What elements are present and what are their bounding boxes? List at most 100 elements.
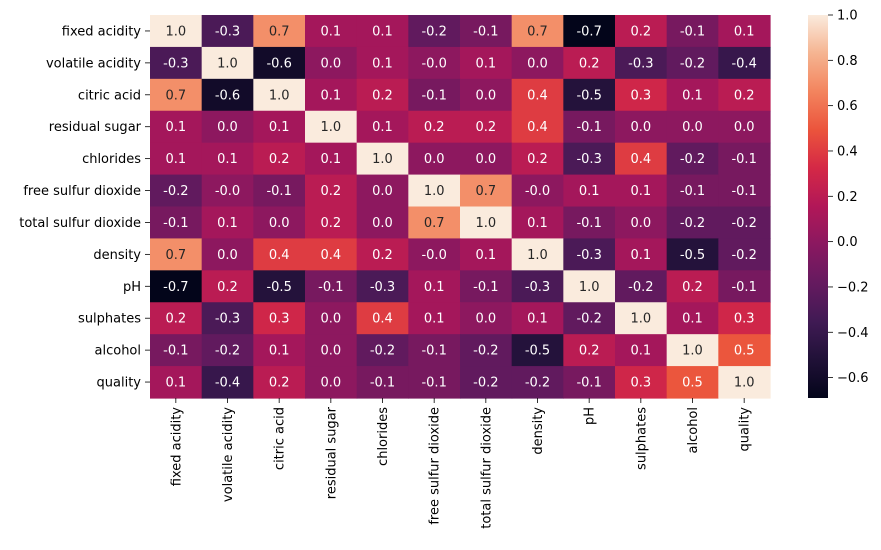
heatmap-cell xyxy=(356,238,409,271)
cell-value-label: -0.1 xyxy=(266,184,291,199)
column-label: pH xyxy=(583,407,598,425)
heatmap-cell xyxy=(511,270,564,303)
cell-value-label: -0.1 xyxy=(731,280,756,295)
heatmap-cell-labels: 1.0 -0.3 0.7 0.1 0.1 -0.2 -0.1 0.7 -0.7 0.2 -0.1 0.… xyxy=(163,24,757,390)
colorbar-tick-label: −0.6 xyxy=(837,371,869,386)
column-label: volatile acidity xyxy=(221,407,236,502)
cell-value-label: 1.0 xyxy=(682,344,703,359)
heatmap-cell xyxy=(511,238,564,271)
heatmap-cell xyxy=(356,206,409,240)
heatmap-cell xyxy=(563,78,616,112)
cell-value-label: 0.1 xyxy=(269,120,290,135)
heatmap-cell xyxy=(718,238,771,271)
cell-value-label: 0.0 xyxy=(475,88,496,103)
cell-value-label: -0.6 xyxy=(215,88,240,103)
heatmap-cell xyxy=(356,46,409,80)
cell-value-label: 0.7 xyxy=(165,88,186,103)
cell-value-label: -0.1 xyxy=(731,152,756,167)
column-label: residual sugar xyxy=(324,406,339,499)
cell-value-label: -0.1 xyxy=(473,280,498,295)
heatmap-cell xyxy=(718,174,771,208)
cell-value-label: 0.0 xyxy=(475,312,496,327)
heatmap-cell xyxy=(201,174,254,208)
colorbar-tick-label: 0.6 xyxy=(837,99,858,114)
cell-value-label: -0.1 xyxy=(421,376,446,391)
heatmap-cell xyxy=(201,142,254,176)
colorbar-gradient xyxy=(808,15,828,398)
cell-value-label: 0.1 xyxy=(320,152,341,167)
row-label: fixed acidity xyxy=(62,24,142,39)
heatmap-cells xyxy=(150,15,771,399)
column-label: sulphates xyxy=(634,407,649,470)
heatmap-cell xyxy=(666,238,719,271)
heatmap-cell xyxy=(563,238,616,271)
heatmap-cell xyxy=(615,366,668,399)
cell-value-label: -0.4 xyxy=(215,376,240,391)
cell-value-label: -0.1 xyxy=(731,184,756,199)
cell-value-label: -0.1 xyxy=(680,184,705,199)
heatmap-cell xyxy=(666,110,719,144)
cell-value-label: -0.1 xyxy=(680,24,705,39)
cell-value-label: 0.4 xyxy=(320,248,341,263)
cell-value-label: 0.0 xyxy=(682,120,703,135)
heatmap-cell xyxy=(305,15,358,48)
heatmap-cell xyxy=(718,142,771,176)
heatmap-cell xyxy=(408,46,461,80)
column-label: alcohol xyxy=(686,407,701,453)
heatmap-cell xyxy=(150,15,203,48)
cell-value-label: 0.1 xyxy=(630,344,651,359)
cell-value-label: 0.1 xyxy=(579,184,600,199)
heatmap-cell xyxy=(615,334,668,367)
heatmap-cell xyxy=(563,366,616,399)
heatmap-cell xyxy=(718,46,771,80)
cell-value-label: -0.2 xyxy=(680,216,705,231)
heatmap-cell xyxy=(563,110,616,144)
heatmap-cell xyxy=(511,334,564,367)
cell-value-label: 0.0 xyxy=(734,120,755,135)
colorbar-tick-label: −0.2 xyxy=(837,280,869,295)
heatmap-cell xyxy=(718,206,771,240)
heatmap-cell xyxy=(718,110,771,144)
cell-value-label: 0.1 xyxy=(527,216,548,231)
heatmap-cell xyxy=(615,46,668,80)
cell-value-label: 0.2 xyxy=(682,280,703,295)
heatmap-cell xyxy=(460,46,513,80)
cell-value-label: 0.0 xyxy=(630,216,651,231)
heatmap-cell xyxy=(563,46,616,80)
heatmap-cell xyxy=(253,110,306,144)
column-label: chlorides xyxy=(376,407,391,466)
heatmap-cell xyxy=(150,142,203,176)
cell-value-label: 0.2 xyxy=(269,152,290,167)
heatmap-cell xyxy=(460,302,513,335)
cell-value-label: 0.1 xyxy=(320,88,341,103)
heatmap-cell xyxy=(666,302,719,335)
cell-value-label: -0.5 xyxy=(266,280,291,295)
heatmap-cell xyxy=(253,142,306,176)
heatmap-cell xyxy=(460,270,513,303)
row-label: total sulfur dioxide xyxy=(19,216,141,231)
heatmap-cell xyxy=(253,78,306,112)
row-label: residual sugar xyxy=(49,120,142,135)
cell-value-label: 0.1 xyxy=(475,248,496,263)
cell-value-label: -0.2 xyxy=(731,216,756,231)
cell-value-label: -0.2 xyxy=(473,344,498,359)
cell-value-label: -0.3 xyxy=(215,312,240,327)
heatmap-cell xyxy=(150,366,203,399)
heatmap-cell xyxy=(460,174,513,208)
cell-value-label: 1.0 xyxy=(217,56,238,71)
heatmap-cell xyxy=(408,206,461,240)
heatmap-cell xyxy=(460,78,513,112)
cell-value-label: 0.3 xyxy=(734,312,755,327)
heatmap-cell xyxy=(150,238,203,271)
heatmap-cell xyxy=(305,206,358,240)
heatmap-cell xyxy=(615,174,668,208)
column-label: fixed acidity xyxy=(169,407,184,487)
heatmap-cell xyxy=(408,142,461,176)
column-labels: fixed acidity volatile acidity citric acid… xyxy=(169,398,753,529)
cell-value-label: 0.2 xyxy=(579,56,600,71)
cell-value-label: -0.3 xyxy=(215,24,240,39)
heatmap-cell xyxy=(201,110,254,144)
heatmap-cell xyxy=(511,142,564,176)
cell-value-label: -0.2 xyxy=(576,312,601,327)
heatmap-cell xyxy=(718,334,771,367)
